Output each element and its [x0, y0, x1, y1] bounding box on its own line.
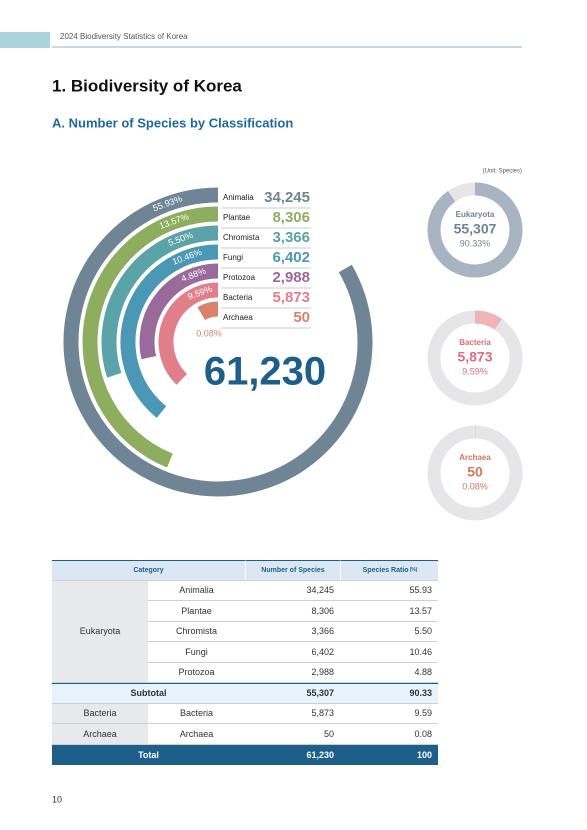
donut-name: Archaea — [459, 453, 491, 462]
count: 8,306 — [245, 601, 340, 622]
donut-percent: 90.33% — [460, 238, 491, 248]
legend-name: Chromista — [223, 233, 260, 242]
count: 50 — [245, 724, 340, 745]
count: 3,366 — [245, 622, 340, 642]
donut-percent: 0.08% — [462, 481, 488, 491]
ratio: 13.57 — [340, 601, 438, 622]
radial-bar — [82, 206, 219, 468]
category: Archaea — [52, 724, 148, 745]
subcategory: Archaea — [148, 724, 245, 745]
header-tab — [0, 32, 50, 48]
column-header: Species Ratio (%) — [340, 560, 438, 581]
legend-name: Fungi — [223, 253, 243, 262]
subtitle: A. Number of Species by Classification — [52, 115, 293, 130]
legend-name: Plantae — [223, 213, 251, 222]
legend-count: 34,245 — [264, 189, 310, 206]
radial-bar — [63, 187, 373, 497]
ratio: 0.08 — [340, 724, 438, 745]
radial-bar — [197, 301, 219, 321]
radial-bar — [101, 225, 219, 378]
ratio: 9.59 — [340, 704, 438, 724]
total-ratio: 100 — [340, 744, 438, 765]
radial-bar — [139, 263, 219, 360]
legend-count: 6,402 — [272, 249, 310, 266]
page-number: 10 — [52, 794, 62, 804]
count: 34,245 — [245, 581, 340, 601]
ratio: 4.88 — [340, 663, 438, 683]
total: 61,230 — [204, 350, 326, 394]
subtotal-count: 55,307 — [245, 683, 340, 704]
legend-name: Animalia — [223, 193, 254, 202]
radial-bar — [158, 282, 219, 385]
donut-count: 55,307 — [454, 221, 497, 237]
header-text: (%) — [409, 567, 418, 574]
donut-percent: 9.59% — [462, 366, 488, 376]
unit: (Unit: Species) — [483, 169, 522, 175]
subtotal-ratio: 90.33 — [340, 683, 438, 704]
legend-count: 3,366 — [272, 229, 310, 246]
total-label: Total — [52, 744, 245, 765]
percent-label: 0.08% — [196, 328, 222, 338]
legend-name: Protozoa — [223, 273, 256, 282]
header-text: Species Ratio — [362, 566, 409, 574]
subcategory: Fungi — [148, 642, 245, 663]
count: 6,402 — [245, 642, 340, 663]
title: 1. Biodiversity of Korea — [52, 76, 242, 95]
donut-arc — [427, 182, 523, 278]
count: 5,873 — [245, 704, 340, 724]
ratio: 5.50 — [340, 622, 438, 642]
subcategory: Bacteria — [148, 704, 245, 724]
subcategory: Chromista — [148, 622, 245, 642]
category: Bacteria — [52, 703, 148, 724]
subcategory: Animalia — [148, 581, 245, 601]
subtotal-label: Subtotal — [52, 683, 245, 704]
subcategory: Protozoa — [148, 663, 245, 683]
column-header: Number of Species — [245, 560, 340, 581]
column-header: Category — [52, 560, 245, 581]
donut-name: Eukaryota — [456, 210, 495, 219]
legend-count: 50 — [293, 309, 310, 326]
count: 2,988 — [245, 663, 340, 683]
donut-count: 50 — [467, 464, 483, 480]
total-count: 61,230 — [245, 744, 340, 765]
legend-count: 5,873 — [272, 289, 310, 306]
legend-count: 2,988 — [272, 269, 310, 286]
legend-name: Archaea — [223, 313, 253, 322]
donut-arc — [474, 310, 502, 330]
legend-name: Bacteria — [223, 293, 253, 302]
category: Eukaryota — [52, 580, 148, 683]
header: 2024 Biodiversity Statistics of Korea — [60, 32, 188, 41]
ratio: 10.46 — [340, 642, 438, 663]
radial-bar — [120, 244, 219, 418]
ratio: 55.93 — [340, 581, 438, 601]
donut-name: Bacteria — [459, 338, 491, 347]
subcategory: Plantae — [148, 601, 245, 622]
donut-count: 5,873 — [457, 349, 492, 365]
legend-count: 8,306 — [272, 209, 310, 226]
